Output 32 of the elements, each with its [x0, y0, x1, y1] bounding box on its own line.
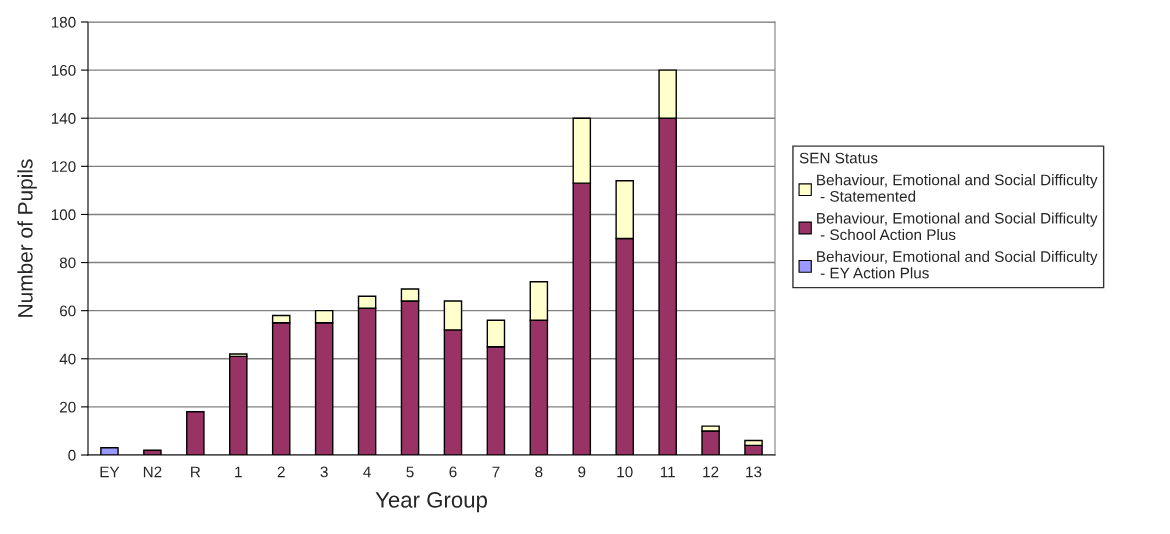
y-axis-title: Number of Pupils — [17, 159, 37, 317]
x-tick-label: 10 — [617, 466, 633, 478]
x-tick-label: 4 — [363, 466, 371, 478]
y-tick-label: 80 — [59, 257, 76, 269]
y-tick-label: 180 — [51, 16, 76, 28]
x-tick-label: N2 — [143, 466, 162, 478]
y-tick-label: 60 — [59, 305, 76, 317]
y-tick-label: 160 — [51, 64, 76, 76]
y-tick-label: 100 — [51, 209, 76, 221]
x-tick-label: 13 — [746, 466, 762, 478]
x-tick-label: EY — [100, 466, 120, 478]
x-tick-label: 11 — [660, 466, 675, 478]
x-tick-label: 1 — [235, 466, 242, 478]
y-tick-label: 120 — [51, 161, 76, 173]
legend-title: SEN Status — [799, 152, 878, 164]
y-tick-label: 140 — [51, 113, 76, 124]
x-tick-label: R — [191, 466, 201, 478]
x-tick-label: 5 — [406, 466, 414, 478]
legend-label: Behaviour, Emotional and Social Difficulty - School Action Plus — [817, 212, 1098, 241]
y-tick-label: 20 — [59, 401, 76, 413]
legend-label: Behaviour, Emotional and Social Difficulty - EY Action Plus — [817, 250, 1098, 279]
x-tick-label: 9 — [578, 466, 586, 478]
x-axis-title: Year Group — [375, 492, 487, 513]
legend-label: Behaviour, Emotional and Social Difficulty - Statemented — [817, 174, 1098, 202]
x-tick-label: 8 — [535, 466, 543, 478]
x-tick-label: 12 — [703, 466, 719, 478]
x-tick-label: 7 — [492, 466, 500, 478]
x-tick-label: 3 — [320, 466, 328, 478]
y-tick-label: 40 — [59, 353, 76, 365]
x-tick-label: 6 — [449, 466, 457, 478]
y-tick-label: 0 — [68, 449, 76, 461]
x-tick-label: 2 — [277, 466, 285, 478]
